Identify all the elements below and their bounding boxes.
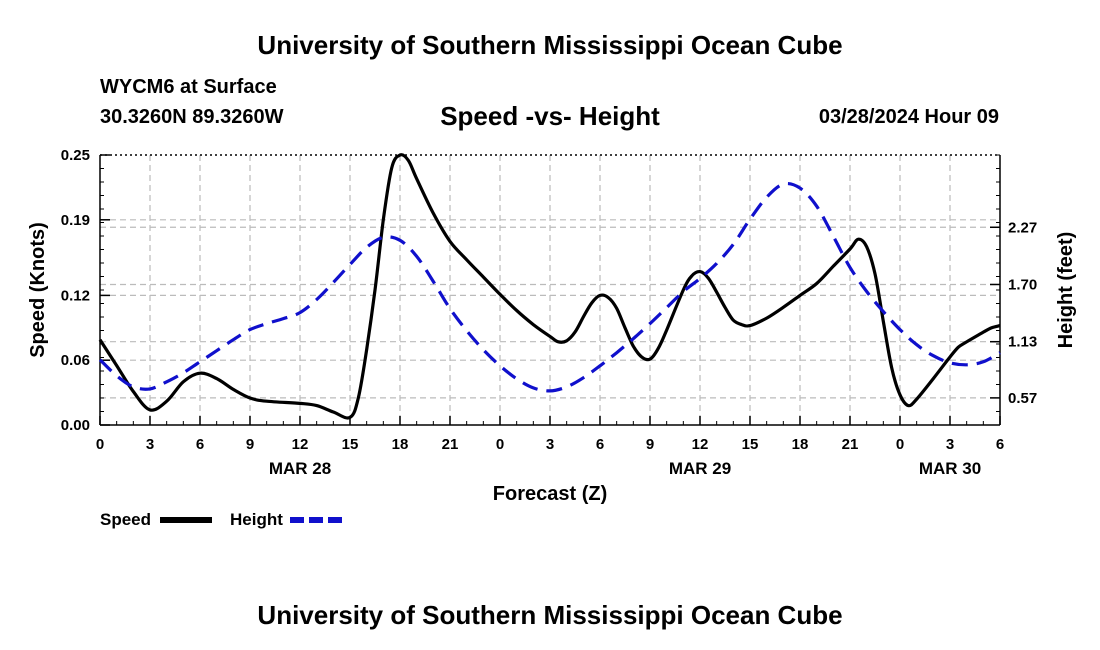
x-tick-label: 6 — [996, 436, 1004, 453]
y-left-tick-label: 0.12 — [61, 287, 90, 304]
date-label: MAR 28 — [269, 459, 331, 478]
x-tick-label: 21 — [842, 436, 859, 453]
x-tick-label: 9 — [246, 436, 254, 453]
height-series-line — [98, 181, 1001, 393]
x-tick-label: 0 — [896, 436, 904, 453]
forecast-datetime: 03/28/2024 Hour 09 — [818, 106, 999, 128]
x-tick-label: 0 — [496, 436, 504, 453]
grid-lines — [100, 155, 1000, 425]
x-tick-label: 6 — [196, 436, 204, 453]
y-left-tick-label: 0.00 — [61, 417, 90, 434]
x-tick-label: 3 — [146, 436, 154, 453]
speed-series-line — [98, 153, 1001, 420]
station-label: WYCM6 at Surface — [100, 76, 277, 98]
date-label: MAR 30 — [919, 459, 981, 478]
x-tick-label: 9 — [646, 436, 654, 453]
y-right-tick-label: 1.70 — [1008, 276, 1037, 293]
y-axis-left-title: Speed (Knots) — [27, 222, 49, 358]
date-label: MAR 29 — [669, 459, 731, 478]
x-tick-label: 3 — [546, 436, 554, 453]
y-right-tick-label: 1.13 — [1008, 334, 1037, 351]
x-tick-label: 12 — [692, 436, 709, 453]
chart-title: Speed -vs- Height — [440, 101, 660, 131]
legend-speed-label: Speed — [100, 510, 152, 529]
x-tick-label: 18 — [392, 436, 409, 453]
x-tick-label: 6 — [596, 436, 604, 453]
axis-labels: Forecast (Z) Speed (Knots) Height (feet)… — [27, 147, 1077, 505]
x-axis-title: Forecast (Z) — [493, 483, 607, 505]
y-right-tick-label: 2.27 — [1008, 219, 1037, 236]
station-coordinates: 30.3260N 89.3260W — [100, 106, 284, 128]
legend-height-label: Height — [230, 510, 283, 529]
x-tick-label: 18 — [792, 436, 809, 453]
x-tick-label: 15 — [342, 436, 359, 453]
x-tick-label: 15 — [742, 436, 759, 453]
y-axis-right-title: Height (feet) — [1055, 232, 1077, 349]
page-title-top: University of Southern Mississippi Ocean… — [257, 30, 843, 60]
y-right-tick-label: 0.57 — [1008, 390, 1037, 407]
x-tick-label: 12 — [292, 436, 309, 453]
x-tick-label: 0 — [96, 436, 104, 453]
y-left-tick-label: 0.25 — [61, 147, 90, 164]
y-left-tick-label: 0.19 — [61, 212, 90, 229]
x-tick-label: 3 — [946, 436, 954, 453]
page-title-bottom: University of Southern Mississippi Ocean… — [257, 600, 843, 630]
x-tick-label: 21 — [442, 436, 459, 453]
y-left-tick-label: 0.06 — [61, 352, 90, 369]
series-lines — [98, 153, 1001, 420]
